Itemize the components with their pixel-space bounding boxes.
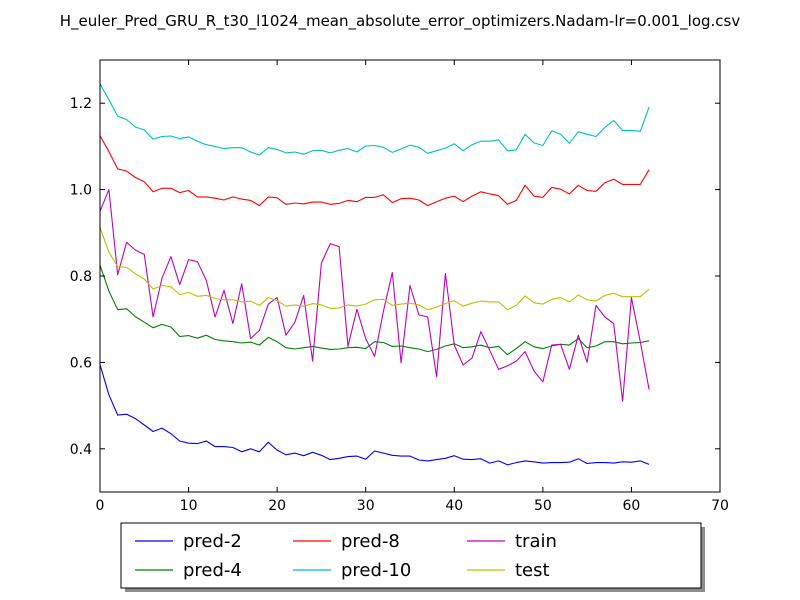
x-tick-label: 70 (711, 498, 729, 514)
x-tick-label: 30 (357, 498, 375, 514)
legend-label-pred-4: pred-4 (183, 560, 242, 581)
y-tick-label: 0.6 (70, 355, 92, 371)
x-tick-label: 60 (623, 498, 641, 514)
axes-layer: 0 10 20 30 40 50 60 70 0.4 0.6 0.8 1.0 1.2 (70, 60, 729, 514)
series-line-train (99, 189, 650, 402)
y-tick-label: 0.4 (70, 442, 92, 458)
legend-label-pred-10: pred-10 (341, 560, 411, 581)
series-line-pred-10 (99, 83, 650, 156)
y-tick-label: 1.2 (70, 96, 92, 112)
x-tick-label: 20 (268, 498, 286, 514)
plot-area (100, 60, 720, 492)
x-tick-label: 50 (534, 498, 552, 514)
legend-label-pred-2: pred-2 (183, 531, 242, 552)
series-layer (99, 83, 650, 466)
x-tick-label: 10 (180, 498, 198, 514)
series-line-pred-2 (99, 364, 650, 466)
chart-title: H_euler_Pred_GRU_R_t30_l1024_mean_absolu… (60, 12, 741, 31)
legend-label-test: test (515, 560, 550, 581)
y-tick-label: 0.8 (70, 269, 92, 285)
legend: pred-2 pred-4 pred-8 pred-10 train test (120, 522, 705, 592)
legend-box (120, 522, 702, 589)
plot-frame (99, 59, 721, 493)
y-tick-label: 1.0 (70, 183, 92, 199)
legend-label-pred-8: pred-8 (341, 531, 400, 552)
legend-label-train: train (515, 531, 557, 552)
x-tick-label: 40 (445, 498, 463, 514)
x-tick-label: 0 (96, 498, 105, 514)
series-line-pred-8 (99, 135, 650, 207)
series-line-test (99, 227, 650, 311)
